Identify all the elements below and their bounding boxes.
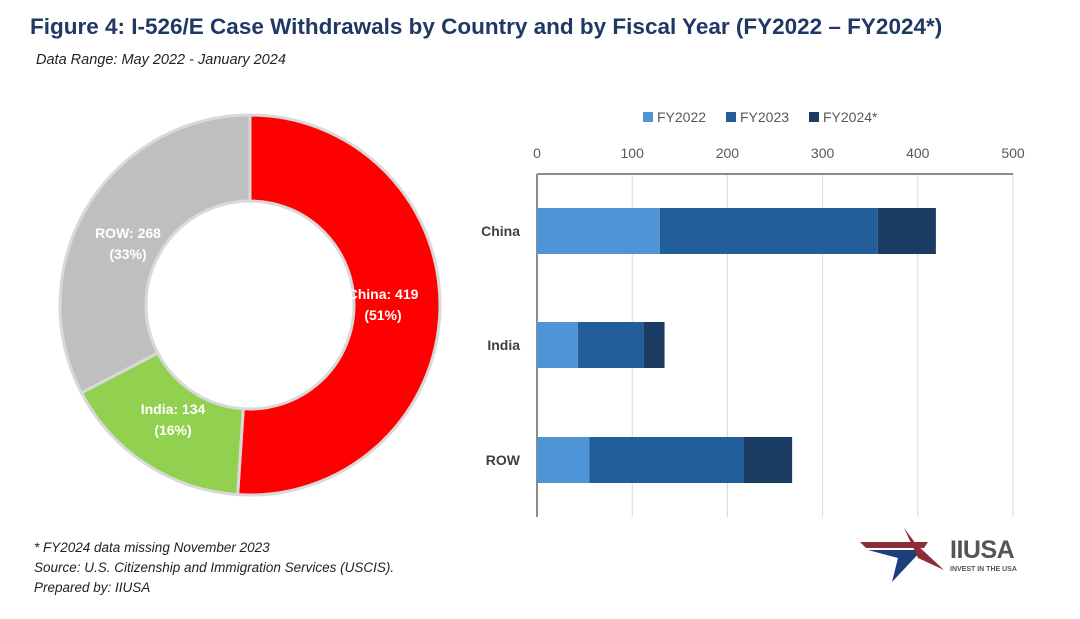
bar-china-fy2023 — [659, 208, 878, 254]
bar-row-fy2024 — [743, 437, 793, 483]
x-tick-label: 0 — [533, 145, 541, 161]
legend-swatch-fy2024 — [809, 112, 819, 122]
legend-swatch-fy2023 — [726, 112, 736, 122]
footnote-source: Source: U.S. Citizenship and Immigration… — [34, 560, 395, 575]
bar-row-fy2023 — [589, 437, 744, 483]
footnote-prepared-by: Prepared by: IIUSA — [34, 580, 151, 595]
donut-label-china: China: 419 — [348, 286, 419, 302]
x-tick-label: 300 — [811, 145, 835, 161]
donut-slice-china — [236, 113, 442, 497]
category-label-india: India — [487, 337, 520, 353]
x-tick-label: 400 — [906, 145, 930, 161]
star-logo-icon — [860, 528, 944, 582]
donut-percent-row: (33%) — [109, 246, 146, 262]
x-tick-label: 100 — [621, 145, 645, 161]
donut-label-row: ROW: 268 — [95, 225, 161, 241]
bar-india-fy2023 — [577, 322, 644, 368]
figure-title: Figure 4: I-526/E Case Withdrawals by Co… — [30, 14, 943, 39]
x-tick-label: 200 — [716, 145, 740, 161]
logo-tagline: INVEST IN THE USA — [950, 566, 1017, 573]
iiusa-logo: IIUSA INVEST IN THE USA — [858, 528, 1028, 584]
bar-row-fy2022 — [537, 437, 590, 483]
category-label-china: China — [481, 223, 520, 239]
x-tick-label: 500 — [1001, 145, 1025, 161]
legend-label-fy2024: FY2024* — [823, 109, 878, 125]
category-label-row: ROW — [486, 452, 521, 468]
legend-label-fy2023: FY2023 — [740, 109, 789, 125]
donut-percent-india: (16%) — [154, 422, 191, 438]
donut-slice-row — [58, 113, 252, 395]
donut-percent-china: (51%) — [364, 307, 401, 323]
footnote-missing-data: * FY2024 data missing November 2023 — [34, 540, 270, 555]
donut-label-india: India: 134 — [141, 401, 206, 417]
legend-label-fy2022: FY2022 — [657, 109, 706, 125]
bar-china-fy2022 — [537, 208, 660, 254]
data-range-subtitle: Data Range: May 2022 - January 2024 — [36, 52, 286, 68]
bar-india-fy2024 — [643, 322, 665, 368]
legend-swatch-fy2022 — [643, 112, 653, 122]
bar-india-fy2022 — [537, 322, 578, 368]
bar-china-fy2024 — [877, 208, 936, 254]
logo-name: IIUSA — [950, 536, 1015, 564]
footnotes: * FY2024 data missing November 2023 Sour… — [34, 538, 394, 598]
